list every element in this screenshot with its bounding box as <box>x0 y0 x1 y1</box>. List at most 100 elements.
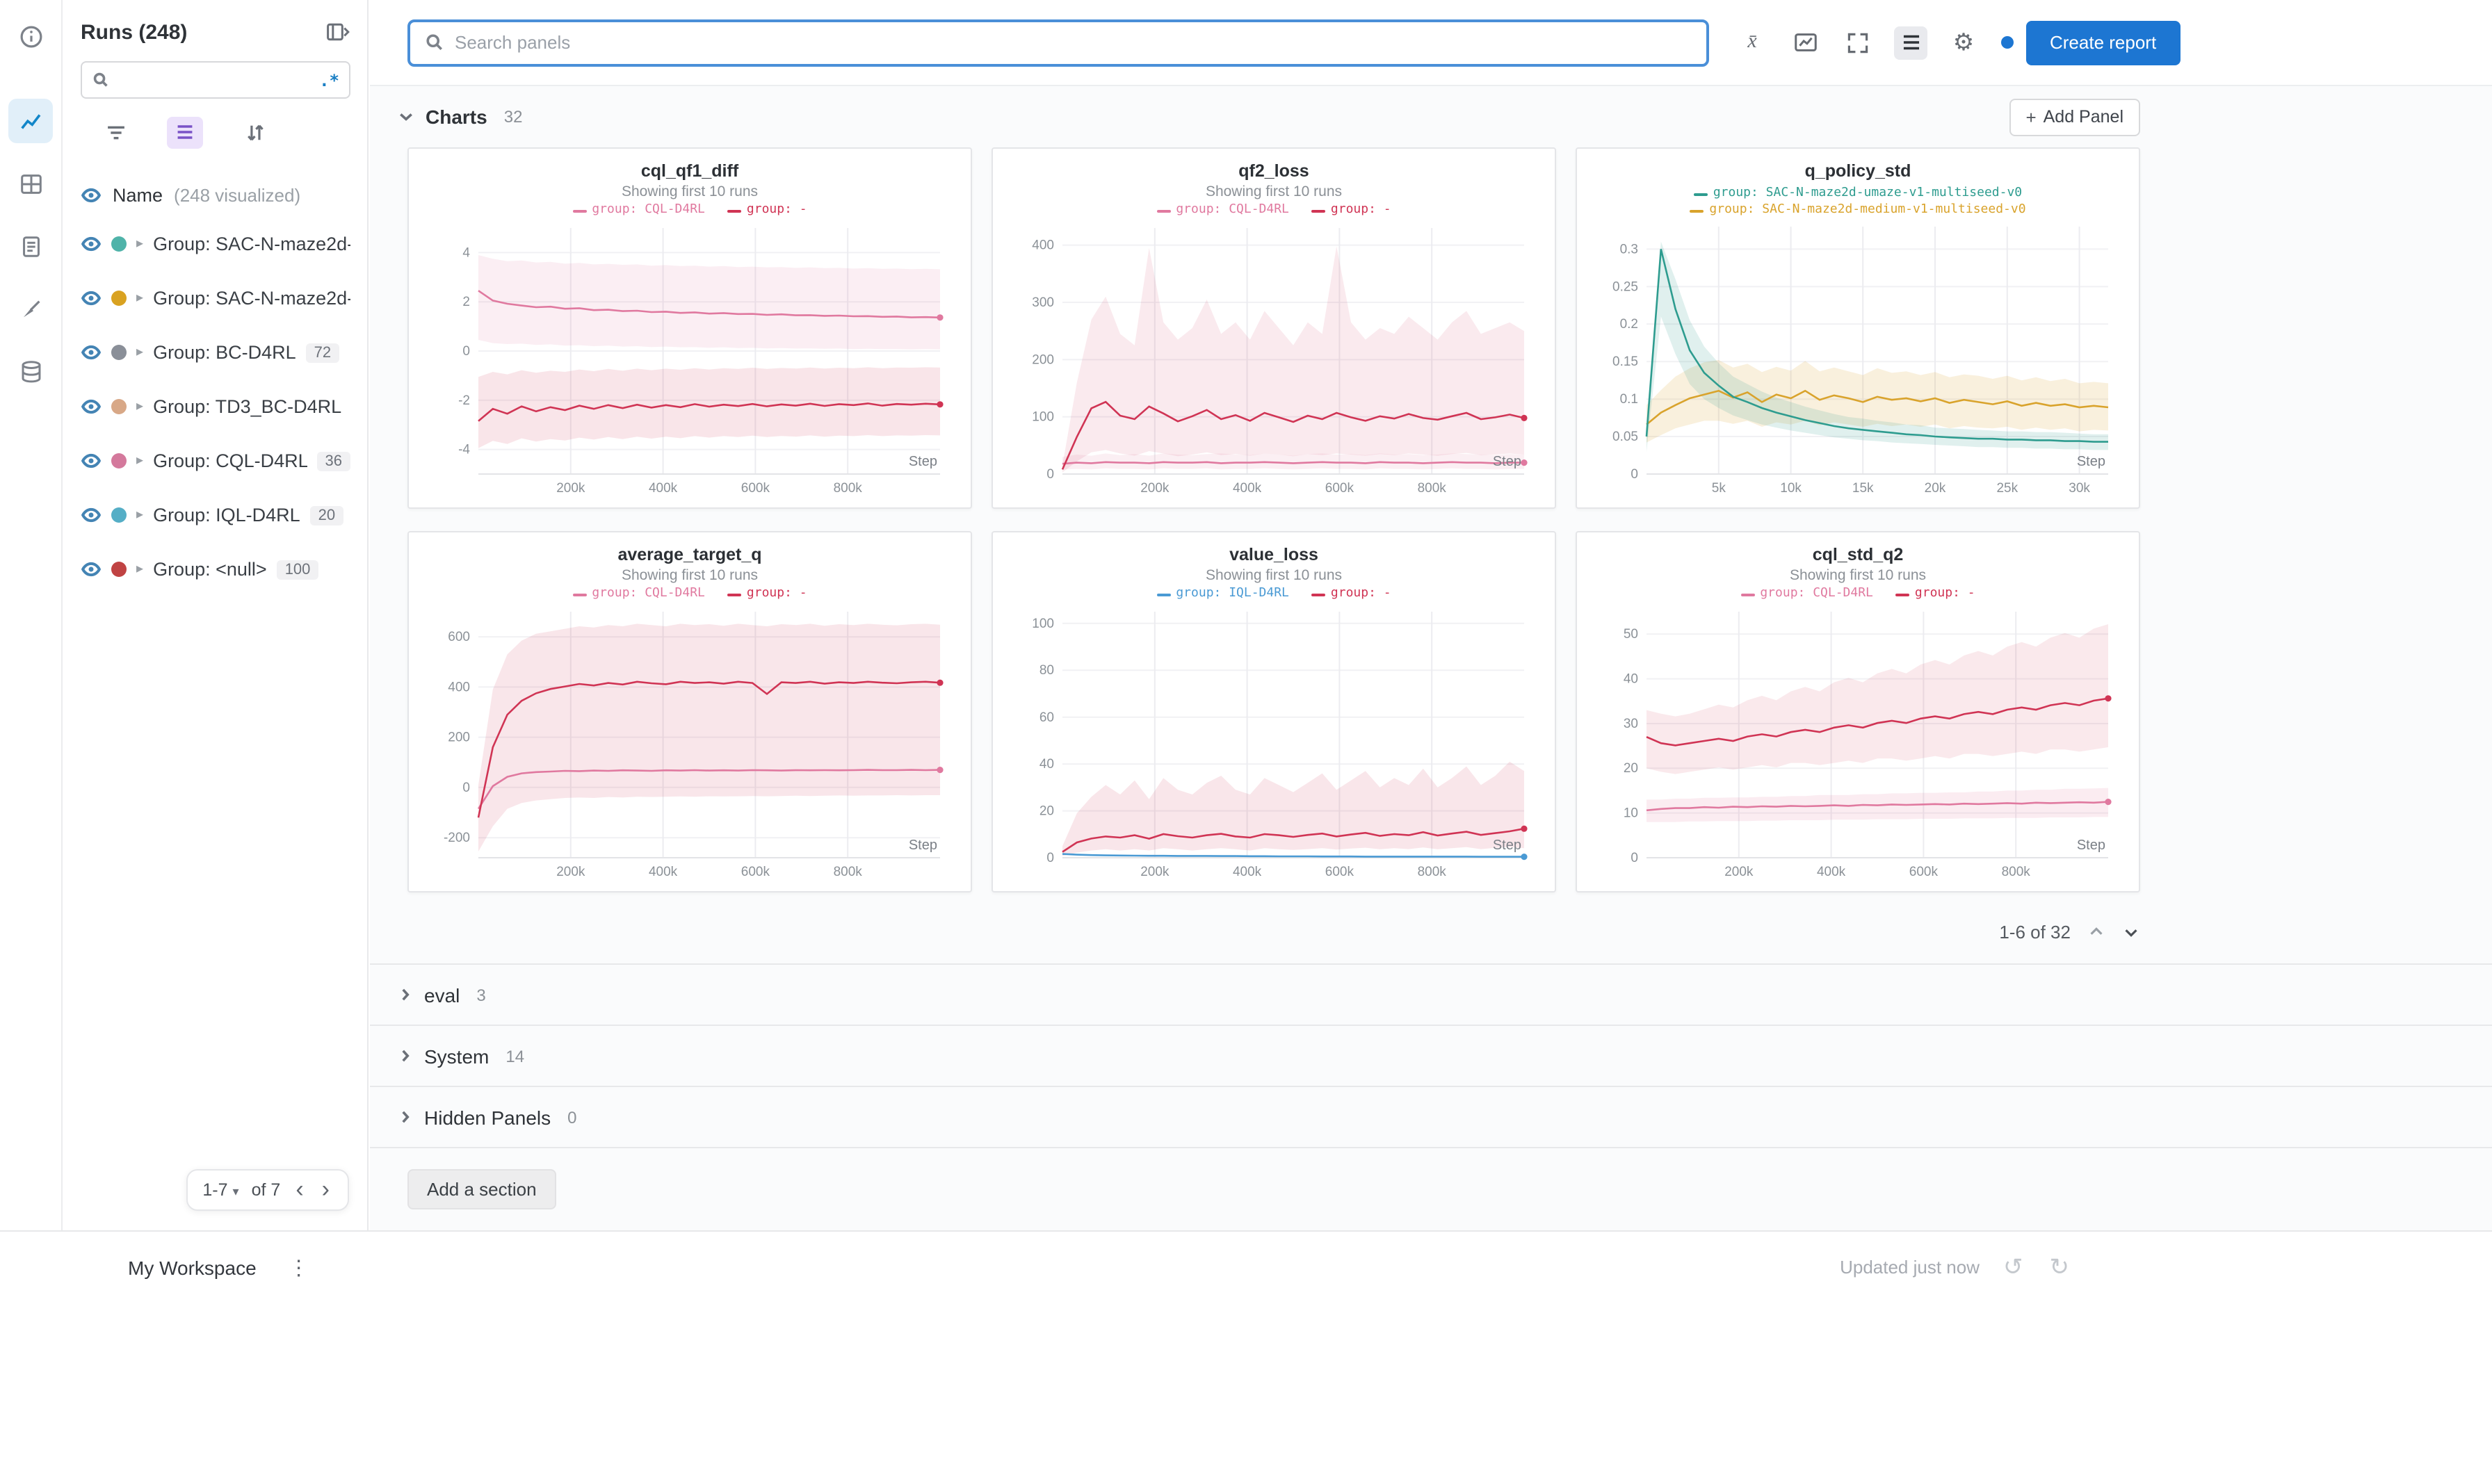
group-label: Group: <null> <box>153 559 267 580</box>
chevron-up-icon[interactable] <box>2087 922 2105 940</box>
svg-text:0: 0 <box>1046 850 1054 865</box>
collapsed-sections: eval 3 System 14 Hidden Panels 0 <box>370 963 2492 1148</box>
panel-plot[interactable]: 50403020100200k400k600k800kStep <box>1588 603 2128 886</box>
filter-icon[interactable] <box>97 116 134 148</box>
expand-caret-icon[interactable]: ▸ <box>136 507 143 523</box>
svg-text:200k: 200k <box>556 480 585 495</box>
legend-item[interactable]: group: CQL-D4RL <box>1156 203 1289 219</box>
undo-icon[interactable]: ↺ <box>2000 1253 2026 1281</box>
eye-icon[interactable] <box>81 559 102 580</box>
expand-caret-icon[interactable]: ▸ <box>136 562 143 577</box>
panel-plot[interactable]: 6004002000-200200k400k600k800kStep <box>420 603 960 886</box>
panel-preview-icon[interactable] <box>1788 26 1822 59</box>
chart-title: average_target_q <box>420 545 960 566</box>
panel-plot[interactable]: 0.30.250.20.150.10.0505k10k15k20k25k30kS… <box>1588 219 2128 502</box>
svg-text:0.25: 0.25 <box>1612 280 1638 295</box>
chart-title: cql_qf1_diff <box>420 161 960 182</box>
legend-label: group: IQL-D4RL <box>1176 587 1289 603</box>
legend-item[interactable]: group: CQL-D4RL <box>572 587 705 603</box>
chart-panel[interactable]: qf2_loss Showing first 10 runs group: CQ… <box>992 147 1556 509</box>
legend-item[interactable]: group: - <box>727 203 807 219</box>
expand-caret-icon[interactable]: ▸ <box>136 453 143 468</box>
chart-subtitle: Showing first 10 runs <box>1004 184 1544 200</box>
legend-item[interactable]: group: - <box>1895 587 1975 603</box>
legend-label: group: CQL-D4RL <box>592 203 705 219</box>
panel-plot[interactable]: 100806040200200k400k600k800kStep <box>1004 603 1544 886</box>
legend-item[interactable]: group: - <box>727 587 807 603</box>
run-group-row[interactable]: ▸ Group: CQL-D4RL 36 <box>81 434 350 488</box>
eye-icon[interactable] <box>81 505 102 525</box>
legend-item[interactable]: group: SAC-N-maze2d-umaze-v1-multiseed-v… <box>1694 186 2022 202</box>
legend-item[interactable]: group: CQL-D4RL <box>572 203 705 219</box>
section-row-eval[interactable]: eval 3 <box>370 963 2492 1025</box>
expand-caret-icon[interactable]: ▸ <box>136 236 143 252</box>
eye-icon[interactable] <box>81 450 102 471</box>
eye-icon[interactable] <box>81 396 102 417</box>
run-groups-list: ▸ Group: SAC-N-maze2d- ▸ Group: SAC-N-ma… <box>81 217 350 596</box>
chart-subtitle: Showing first 10 runs <box>420 567 960 584</box>
settings-gear-icon[interactable]: ⚙ <box>1947 26 1980 59</box>
chevron-down-icon[interactable] <box>396 107 416 127</box>
create-report-button[interactable]: Create report <box>2026 20 2180 65</box>
sweeps-icon[interactable] <box>8 286 53 331</box>
regex-toggle[interactable]: .* <box>319 70 339 90</box>
expand-caret-icon[interactable]: ▸ <box>136 399 143 414</box>
charts-section-label[interactable]: Charts <box>426 106 487 128</box>
panel-search-input[interactable] <box>455 32 1692 53</box>
legend-item[interactable]: group: CQL-D4RL <box>1740 587 1873 603</box>
add-panel-button[interactable]: +Add Panel <box>2009 98 2140 136</box>
next-page-button[interactable]: › <box>319 1182 332 1198</box>
legend-item[interactable]: group: IQL-D4RL <box>1156 587 1289 603</box>
run-group-row[interactable]: ▸ Group: BC-D4RL 72 <box>81 325 350 380</box>
runs-table-icon[interactable] <box>8 161 53 206</box>
mean-expression-icon[interactable]: x̄ <box>1736 26 1769 59</box>
chart-panel[interactable]: cql_qf1_diff Showing first 10 runs group… <box>407 147 972 509</box>
runs-table-toggle-icon[interactable] <box>325 19 350 44</box>
panel-plot[interactable]: 4003002001000200k400k600k800kStep <box>1004 219 1544 502</box>
artifacts-icon[interactable] <box>8 349 53 393</box>
run-group-row[interactable]: ▸ Group: <null> 100 <box>81 542 350 596</box>
sort-icon[interactable] <box>236 116 273 148</box>
panel-plot[interactable]: 420-2-4200k400k600k800kStep <box>420 219 960 502</box>
workspace-chart-icon[interactable] <box>8 99 53 143</box>
runs-search-input[interactable] <box>118 70 319 90</box>
eye-icon[interactable] <box>81 184 102 205</box>
chart-panel[interactable]: q_policy_std group: SAC-N-maze2d-umaze-v… <box>1576 147 2140 509</box>
footer-right-group: Updated just now ↺ ↻ <box>1840 1253 2072 1281</box>
legend-item[interactable]: group: SAC-N-maze2d-medium-v1-multiseed-… <box>1690 202 2025 218</box>
run-group-row[interactable]: ▸ Group: SAC-N-maze2d- <box>81 217 350 271</box>
chart-panel[interactable]: average_target_q Showing first 10 runs g… <box>407 531 972 892</box>
svg-text:600k: 600k <box>1325 864 1354 879</box>
section-row-hidden-panels[interactable]: Hidden Panels 0 <box>370 1086 2492 1147</box>
section-row-system[interactable]: System 14 <box>370 1025 2492 1086</box>
chevron-down-icon[interactable] <box>2122 922 2140 940</box>
run-group-row[interactable]: ▸ Group: IQL-D4RL 20 <box>81 488 350 542</box>
expand-caret-icon[interactable]: ▸ <box>136 291 143 306</box>
reports-icon[interactable] <box>8 224 53 268</box>
legend-item[interactable]: group: - <box>1311 203 1391 219</box>
run-group-row[interactable]: ▸ Group: SAC-N-maze2d- <box>81 271 350 325</box>
run-group-row[interactable]: ▸ Group: TD3_BC-D4RL <box>81 380 350 434</box>
page-range-dropdown[interactable]: 1-7 ▾ <box>202 1180 238 1200</box>
kebab-menu-icon[interactable]: ⋮ <box>280 1252 318 1282</box>
panel-list-icon[interactable] <box>1894 26 1927 59</box>
add-section-button[interactable]: Add a section <box>407 1169 556 1209</box>
svg-text:0: 0 <box>462 780 470 794</box>
group-list-icon[interactable] <box>167 116 203 148</box>
eye-icon[interactable] <box>81 234 102 254</box>
legend-item[interactable]: group: - <box>1311 587 1391 603</box>
info-icon[interactable] <box>8 14 53 58</box>
eye-icon[interactable] <box>81 288 102 309</box>
svg-text:200k: 200k <box>1140 480 1170 495</box>
redo-icon[interactable]: ↻ <box>2047 1253 2073 1281</box>
expand-caret-icon[interactable]: ▸ <box>136 345 143 360</box>
chart-panel[interactable]: cql_std_q2 Showing first 10 runs group: … <box>1576 531 2140 892</box>
workspace-name[interactable]: My Workspace <box>128 1256 257 1278</box>
chart-panel[interactable]: value_loss Showing first 10 runs group: … <box>992 531 1556 892</box>
eye-icon[interactable] <box>81 342 102 363</box>
prev-page-button[interactable]: ‹ <box>293 1182 306 1198</box>
group-count-badge: 20 <box>310 505 344 525</box>
legend-label: group: - <box>747 203 807 219</box>
runs-sidebar: Runs (248) .* <box>63 0 369 1230</box>
fullscreen-icon[interactable] <box>1841 26 1875 59</box>
